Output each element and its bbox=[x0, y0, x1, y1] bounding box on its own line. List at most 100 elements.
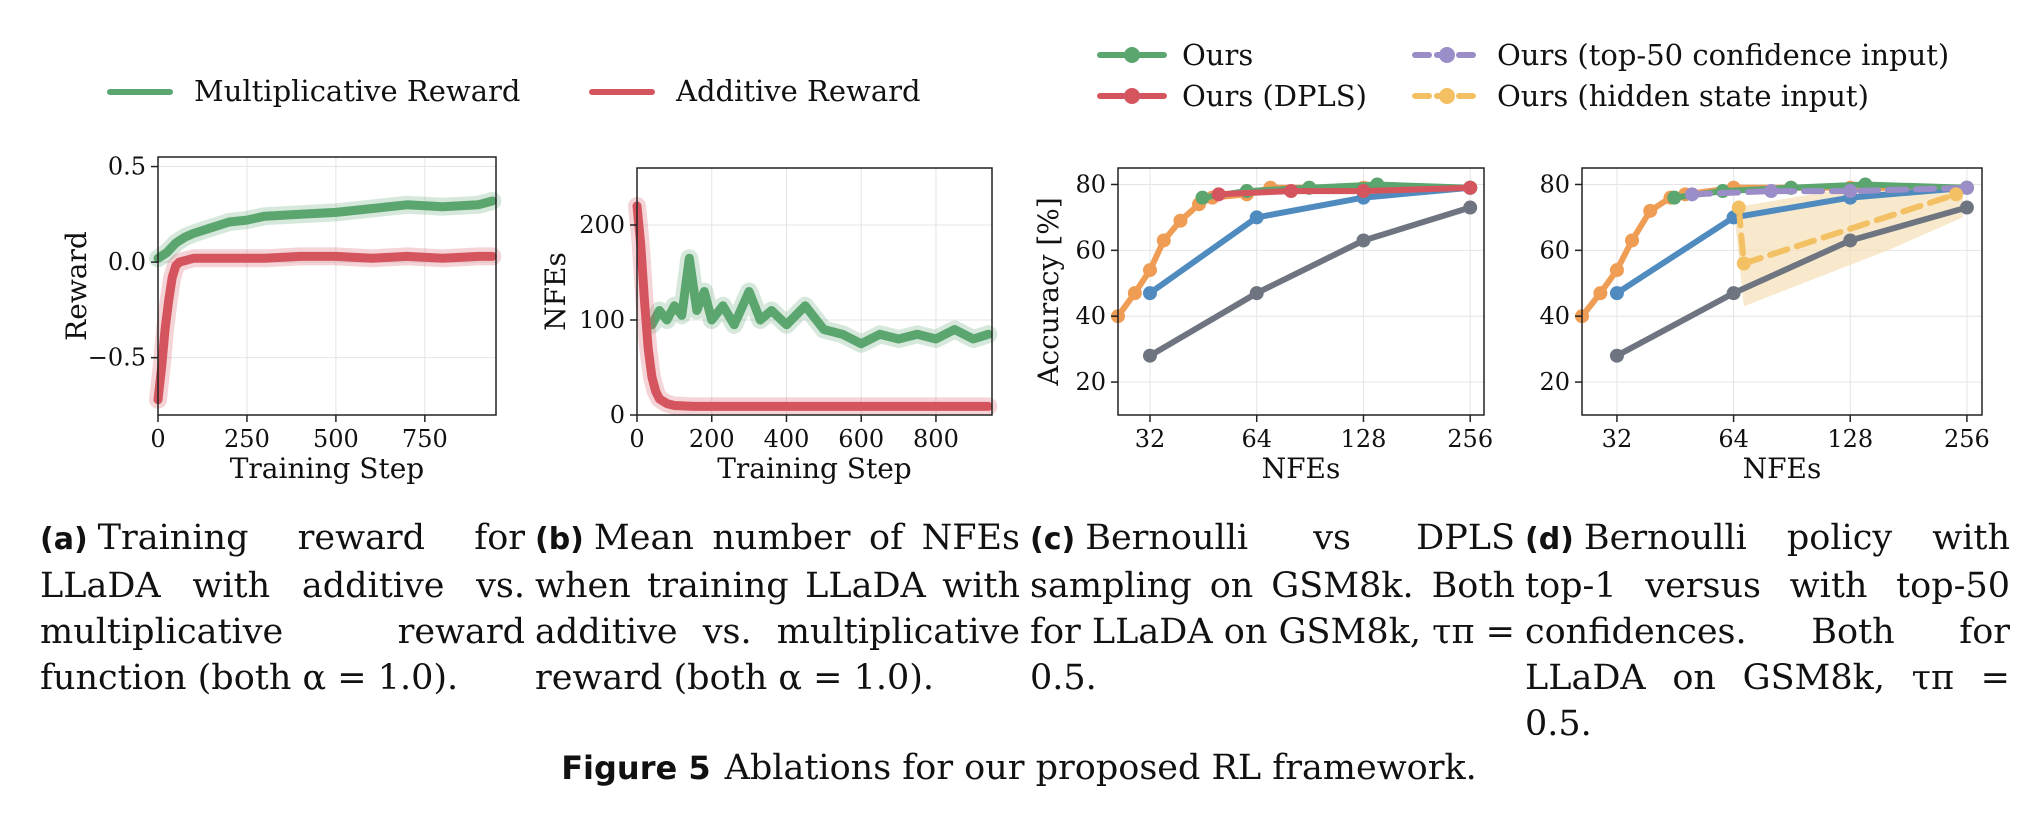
data-point-d-4 bbox=[1843, 184, 1858, 199]
legend-marker-cd-2 bbox=[1439, 47, 1455, 63]
caption-b: (b) Mean number of NFEs when training LLa… bbox=[535, 518, 1020, 698]
x-axis-label-b: Training Step bbox=[717, 452, 911, 485]
series-line-b-0 bbox=[647, 253, 993, 349]
series-line-d-2 bbox=[1613, 204, 1970, 359]
y-axis-label-a: Reward bbox=[60, 231, 93, 341]
x-tick-label-b: 200 bbox=[689, 425, 735, 453]
legend-marker-cd-3 bbox=[1439, 88, 1455, 104]
data-point-d-4 bbox=[1959, 180, 1974, 195]
caption-c: (c) Bernoulli vs DPLS sampling on GSM8k. … bbox=[1030, 518, 1515, 698]
data-point-d-2 bbox=[1959, 200, 1974, 215]
series-shade-a-1 bbox=[149, 247, 502, 409]
y-axis-label-c: Accuracy [%] bbox=[1032, 197, 1065, 387]
y-tick-label-c: 60 bbox=[1075, 236, 1106, 264]
data-point-c-2 bbox=[1463, 200, 1478, 215]
series-line-c-0 bbox=[1115, 184, 1474, 320]
data-point-d-5 bbox=[1949, 187, 1964, 202]
y-tick-label-a: −0.5 bbox=[88, 344, 146, 372]
y-axis-label-b: NFEs bbox=[539, 252, 572, 331]
data-point-d-0 bbox=[1593, 286, 1608, 301]
series-line-c-2 bbox=[1147, 204, 1474, 359]
axes-frame-d bbox=[1581, 167, 1983, 416]
legend-label-cd-2: Ours (top-50 confidence input) bbox=[1497, 38, 1949, 72]
data-point-c-2 bbox=[1142, 348, 1157, 363]
y-tick-label-b: 200 bbox=[579, 211, 625, 239]
x-tick-label-c: 256 bbox=[1447, 425, 1493, 453]
data-point-c-3 bbox=[1195, 190, 1210, 205]
x-tick-label-c: 64 bbox=[1241, 425, 1272, 453]
y-tick-label-c: 20 bbox=[1075, 368, 1106, 396]
axes-frame-c bbox=[1117, 167, 1485, 416]
x-tick-label-a: 500 bbox=[313, 425, 359, 453]
data-point-d-2 bbox=[1843, 233, 1858, 248]
data-point-c-0 bbox=[1156, 233, 1171, 248]
figure-panels: 0 250 500 750 −0.5 0.0 0.5 Training Step Reward 0… bbox=[60, 38, 1990, 485]
y-tick-label-a: 0.5 bbox=[108, 153, 146, 181]
data-point-c-2 bbox=[1356, 233, 1371, 248]
x-tick-label-a: 0 bbox=[150, 425, 165, 453]
x-tick-label-d: 64 bbox=[1718, 425, 1749, 453]
series-line-d-1 bbox=[1613, 184, 1970, 297]
legend-label-cd-1: Ours (DPLS) bbox=[1182, 79, 1367, 113]
legend-label-cd-3: Ours (hidden state input) bbox=[1497, 79, 1869, 113]
x-tick-label-c: 32 bbox=[1135, 425, 1166, 453]
caption-d: (d) Bernoulli policy with top-1 versus wi… bbox=[1525, 518, 2010, 744]
x-tick-label-c: 128 bbox=[1341, 425, 1387, 453]
data-point-c-4 bbox=[1356, 184, 1371, 199]
data-point-c-1 bbox=[1142, 286, 1157, 301]
y-tick-label-c: 40 bbox=[1075, 302, 1106, 330]
data-point-d-2 bbox=[1726, 286, 1741, 301]
data-point-c-2 bbox=[1249, 286, 1264, 301]
y-tick-label-d: 60 bbox=[1539, 236, 1570, 264]
series-line-a-0 bbox=[153, 196, 497, 263]
y-tick-label-d: 20 bbox=[1539, 368, 1570, 396]
y-tick-label-d: 80 bbox=[1539, 170, 1570, 198]
x-tick-label-b: 600 bbox=[838, 425, 884, 453]
legend-marker-cd-0 bbox=[1124, 47, 1140, 63]
x-axis-label-c: NFEs bbox=[1262, 452, 1341, 485]
x-axis-label-d: NFEs bbox=[1743, 452, 1822, 485]
data-point-d-0 bbox=[1609, 263, 1624, 278]
data-point-d-1 bbox=[1609, 286, 1624, 301]
data-point-c-0 bbox=[1142, 263, 1157, 278]
x-tick-label-d: 32 bbox=[1602, 425, 1633, 453]
x-tick-label-b: 800 bbox=[913, 425, 959, 453]
x-axis-label-a: Training Step bbox=[230, 452, 424, 485]
axes-frame-b bbox=[636, 167, 993, 416]
data-point-c-1 bbox=[1249, 210, 1264, 225]
data-point-d-4 bbox=[1685, 187, 1700, 202]
data-point-c-0 bbox=[1173, 213, 1188, 228]
y-tick-label-b: 100 bbox=[579, 306, 625, 334]
y-tick-label-b: 0 bbox=[610, 401, 625, 429]
y-tick-label-c: 80 bbox=[1075, 170, 1106, 198]
axes-frame-a bbox=[157, 156, 497, 416]
y-tick-label-a: 0.0 bbox=[108, 248, 146, 276]
caption-a: (a) Training reward for LLaDA with additi… bbox=[40, 518, 525, 698]
y-tick-label-d: 40 bbox=[1539, 302, 1570, 330]
series-line-d-4 bbox=[1689, 184, 1970, 198]
x-tick-label-a: 750 bbox=[402, 425, 448, 453]
series-line-a-1 bbox=[153, 251, 497, 405]
legend-marker-cd-1 bbox=[1124, 88, 1140, 104]
data-point-c-4 bbox=[1284, 184, 1299, 199]
series-line-b-1 bbox=[632, 201, 993, 411]
x-tick-label-a: 250 bbox=[224, 425, 270, 453]
x-tick-label-d: 128 bbox=[1827, 425, 1873, 453]
data-point-c-4 bbox=[1211, 187, 1226, 202]
series-line-c-1 bbox=[1147, 184, 1474, 297]
legend-label-cd-0: Ours bbox=[1182, 38, 1253, 72]
data-point-c-4 bbox=[1463, 180, 1478, 195]
x-tick-label-b: 400 bbox=[764, 425, 810, 453]
data-point-d-5 bbox=[1731, 200, 1746, 215]
data-point-d-0 bbox=[1643, 203, 1658, 218]
x-tick-label-b: 0 bbox=[629, 425, 644, 453]
data-point-d-3 bbox=[1667, 190, 1682, 205]
legend-label-additive: Additive Reward bbox=[675, 74, 921, 108]
figure-caption: Figure 5 Ablations for our proposed RL fr… bbox=[561, 748, 1477, 788]
data-point-d-2 bbox=[1609, 348, 1624, 363]
legend-label-multiplicative: Multiplicative Reward bbox=[194, 74, 520, 108]
data-point-d-0 bbox=[1625, 233, 1640, 248]
data-point-d-4 bbox=[1764, 184, 1779, 199]
x-tick-label-d: 256 bbox=[1944, 425, 1990, 453]
series-line-c-4 bbox=[1215, 184, 1474, 198]
